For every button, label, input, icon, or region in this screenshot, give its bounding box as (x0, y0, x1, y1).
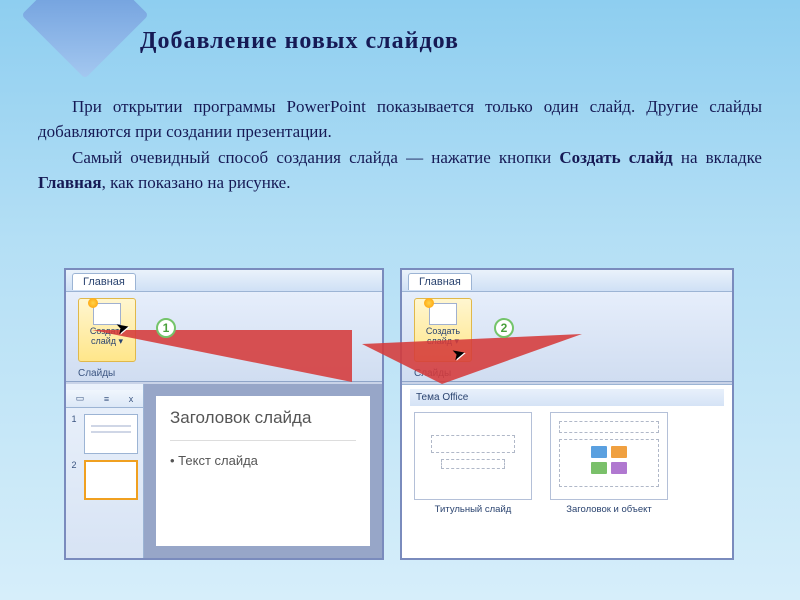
content-icons (591, 446, 627, 474)
layout-title-slide[interactable]: Титульный слайд (414, 412, 532, 515)
ribbon-tabs-2: Главная (402, 270, 732, 292)
layout-gallery: Тема Office Титульный слайд (402, 384, 732, 558)
thumb-2[interactable]: 2 (72, 460, 138, 500)
layout-title-content[interactable]: Заголовок и объект (550, 412, 668, 515)
paragraph-2: Самый очевидный способ создания слайда —… (38, 146, 762, 195)
slide-editor: Заголовок слайда • Текст слайда (144, 384, 382, 558)
layout-title-box (414, 412, 532, 500)
thumbnail-pane: ▭ ≡ x 1 2 (66, 384, 144, 558)
tab-home[interactable]: Главная (72, 273, 136, 290)
ribbon-area: Создать слайд ▾ Слайды ➤ 1 (66, 292, 382, 382)
callout-fan-2-icon (362, 334, 582, 390)
figure-panel-2: Главная Создать слайд ▾ Слайды ➤ 2 Тема … (400, 268, 734, 560)
callout-badge-2: 2 (494, 318, 514, 338)
thumb-tab-slides-icon[interactable]: ▭ (76, 393, 85, 404)
chart-icon (611, 446, 627, 458)
figure-panel-1: Главная Создать слайд ▾ Слайды ➤ 1 ▭ ≡ x (64, 268, 384, 560)
title-placeholder[interactable]: Заголовок слайда (170, 408, 356, 428)
new-slide-icon-2 (429, 303, 457, 325)
layout-grid: Титульный слайд (410, 412, 724, 515)
tab-home-2[interactable]: Главная (408, 273, 472, 290)
paragraph-1: При открытии программы PowerPoint показы… (38, 95, 762, 144)
smartart-icon (591, 462, 607, 474)
ribbon-tabs: Главная (66, 270, 382, 292)
thumb-tab-close[interactable]: x (129, 394, 134, 404)
body-placeholder[interactable]: • Текст слайда (170, 453, 356, 468)
table-icon (591, 446, 607, 458)
figures-row: Главная Создать слайд ▾ Слайды ➤ 1 ▭ ≡ x (64, 268, 734, 560)
layout-content-box (550, 412, 668, 500)
thumb-tabs: ▭ ≡ x (66, 390, 143, 408)
thumb-tab-outline-icon[interactable]: ≡ (104, 394, 109, 404)
theme-header: Тема Office (410, 389, 724, 406)
group-label-slides-2: Слайды (414, 368, 451, 379)
thumb-1-box (84, 414, 138, 454)
page-title: Добавление новых слайдов (140, 28, 459, 55)
title-diamond (21, 0, 148, 79)
editor-area: ▭ ≡ x 1 2 Заголовок сла (66, 384, 382, 558)
thumb-2-box (84, 460, 138, 500)
slide-canvas[interactable]: Заголовок слайда • Текст слайда (156, 396, 370, 546)
group-label-slides: Слайды (78, 368, 115, 379)
body-text: При открытии программы PowerPoint показы… (38, 95, 762, 198)
ribbon-area-2: Создать слайд ▾ Слайды ➤ 2 (402, 292, 732, 382)
thumb-1[interactable]: 1 (72, 414, 138, 454)
picture-icon (611, 462, 627, 474)
callout-badge-1: 1 (156, 318, 176, 338)
